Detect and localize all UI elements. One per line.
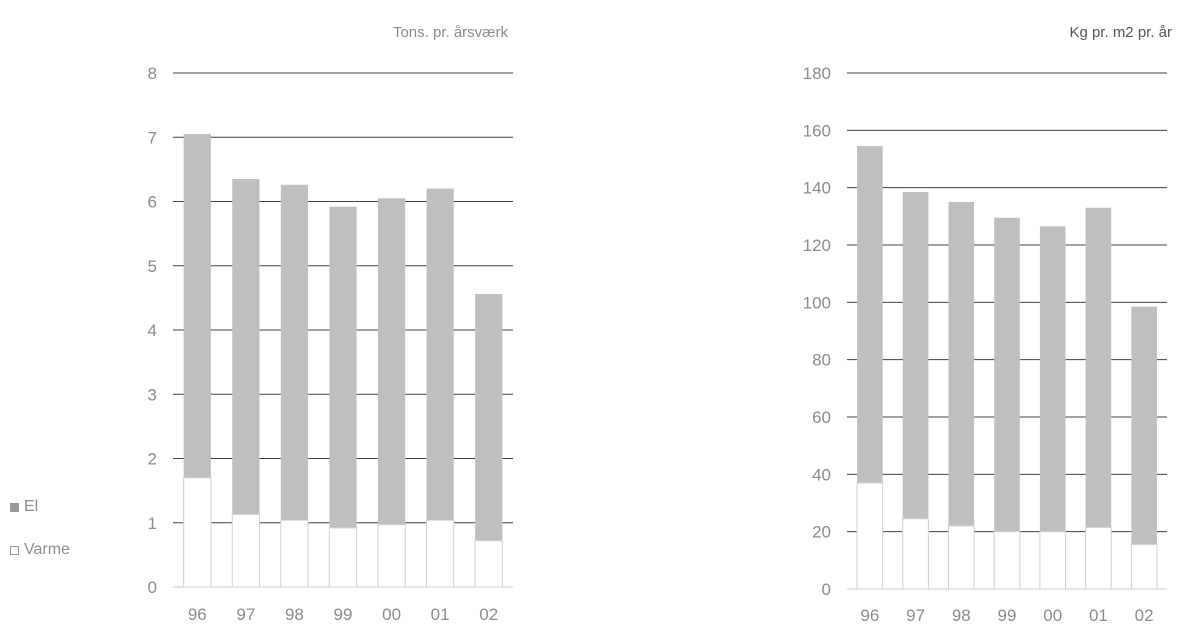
bar-segment-varme (1085, 526, 1112, 590)
bar-segment-el (329, 206, 357, 528)
legend-label-el: El (24, 498, 39, 515)
y-tick-label: 180 (803, 64, 831, 83)
x-tick-label: 00 (1043, 606, 1062, 625)
y-tick-label: 5 (148, 257, 157, 276)
x-tick-label: 98 (952, 606, 971, 625)
y-tick-label: 2 (148, 450, 157, 469)
bar-segment-el (280, 184, 309, 521)
bar-segment-varme (856, 482, 884, 590)
x-tick-label: 99 (334, 605, 353, 624)
y-tick-label: 4 (148, 321, 157, 340)
bar-segment-el (377, 198, 406, 525)
bar-segment-el (1131, 306, 1157, 545)
bar-segment-el (902, 191, 929, 519)
legend-label-varme: Varme (24, 541, 70, 558)
bar-segment-el (183, 134, 211, 478)
bar-segment-varme (183, 477, 212, 588)
y-tick-label: 8 (148, 64, 157, 83)
x-tick-label: 96 (188, 605, 207, 624)
x-tick-label: 02 (479, 605, 498, 624)
bar-segment-varme (902, 518, 929, 590)
x-tick-label: 99 (998, 606, 1017, 625)
y-tick-label: 40 (812, 465, 831, 484)
bar-segment-el (994, 217, 1020, 532)
bar-segment-el (1085, 207, 1112, 528)
x-tick-label: 98 (285, 605, 304, 624)
x-tick-label: 01 (1089, 606, 1108, 625)
x-tick-label: 02 (1135, 606, 1154, 625)
left-chart-unit-label: Tons. pr. årsværk (393, 24, 509, 41)
y-tick-label: 120 (803, 236, 831, 255)
y-tick-label: 100 (803, 293, 831, 312)
bar-segment-varme (1039, 531, 1067, 590)
legend-item-el: El (10, 498, 38, 516)
x-tick-label: 97 (236, 605, 255, 624)
x-tick-label: 01 (431, 605, 450, 624)
legend-swatch-el (10, 502, 19, 512)
bar-segment-varme (474, 540, 503, 588)
bar-segment-el (1039, 226, 1066, 532)
y-tick-label: 140 (803, 179, 831, 198)
bar-segment-varme (328, 527, 358, 588)
y-tick-label: 0 (822, 580, 831, 599)
bar-segment-varme (993, 531, 1021, 590)
y-tick-label: 6 (148, 193, 157, 212)
bar-segment-el (857, 146, 883, 483)
bar-segment-el (948, 202, 975, 526)
y-tick-label: 60 (812, 408, 831, 427)
y-tick-label: 160 (803, 121, 831, 140)
x-tick-label: 96 (860, 606, 879, 625)
legend-swatch-varme (10, 545, 19, 555)
bar-segment-varme (280, 519, 309, 588)
right-chart-unit-label: Kg pr. m2 pr. år (1069, 24, 1172, 41)
bar-segment-el (475, 294, 503, 541)
right-chart: Kg pr. m2 pr. år 02040608010012014016018… (803, 24, 1172, 625)
y-tick-label: 3 (148, 385, 157, 404)
bar-segment-varme (1130, 544, 1158, 590)
y-tick-label: 0 (148, 578, 157, 597)
x-tick-label: 97 (906, 606, 925, 625)
bar-segment-el (232, 179, 260, 515)
bar-segment-varme (377, 524, 406, 588)
y-tick-label: 20 (812, 523, 831, 542)
bar-segment-varme (947, 525, 975, 590)
bar-segment-varme (231, 513, 260, 588)
bar-segment-varme (426, 519, 455, 588)
bar-segment-el (426, 188, 454, 521)
y-tick-label: 1 (148, 514, 157, 533)
legend-item-varme: Varme (10, 541, 70, 559)
y-tick-label: 80 (812, 351, 831, 370)
x-tick-label: 00 (382, 605, 401, 624)
y-tick-label: 7 (148, 128, 157, 147)
